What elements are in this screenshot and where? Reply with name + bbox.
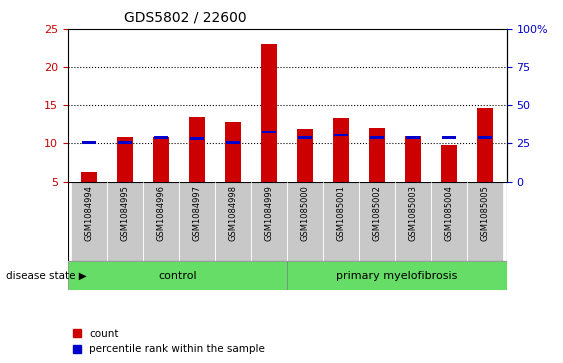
Text: GSM1084997: GSM1084997 xyxy=(193,185,202,241)
Bar xyxy=(441,145,457,182)
Bar xyxy=(359,182,395,261)
Bar xyxy=(251,182,287,261)
Bar xyxy=(143,182,179,261)
Bar xyxy=(478,136,492,139)
Bar xyxy=(333,118,349,182)
Bar xyxy=(406,136,421,139)
Bar xyxy=(405,136,421,182)
Text: GSM1084994: GSM1084994 xyxy=(84,185,93,241)
Bar xyxy=(118,141,132,144)
Bar xyxy=(71,182,107,261)
Bar xyxy=(477,107,493,182)
Text: GSM1085005: GSM1085005 xyxy=(481,185,490,241)
Bar xyxy=(395,182,431,261)
Bar xyxy=(323,182,359,261)
Bar xyxy=(261,44,277,182)
Bar xyxy=(154,136,168,139)
Text: GSM1084996: GSM1084996 xyxy=(157,185,166,241)
Text: GSM1085002: GSM1085002 xyxy=(373,185,382,241)
Bar xyxy=(81,172,97,182)
Bar xyxy=(297,129,313,182)
Bar xyxy=(82,141,96,144)
Bar xyxy=(369,128,385,182)
Bar xyxy=(287,182,323,261)
Bar xyxy=(287,261,507,290)
Text: GSM1084999: GSM1084999 xyxy=(265,185,274,241)
Bar xyxy=(298,136,312,139)
Bar xyxy=(370,136,385,139)
Text: GSM1085001: GSM1085001 xyxy=(337,185,346,241)
Bar xyxy=(262,131,276,133)
Text: disease state ▶: disease state ▶ xyxy=(6,271,86,281)
Bar xyxy=(442,136,456,139)
Bar xyxy=(117,137,133,182)
Legend: count, percentile rank within the sample: count, percentile rank within the sample xyxy=(73,329,265,354)
Bar xyxy=(190,138,204,140)
Text: GDS5802 / 22600: GDS5802 / 22600 xyxy=(124,11,247,25)
Text: control: control xyxy=(158,271,196,281)
Text: GSM1084998: GSM1084998 xyxy=(229,185,238,241)
Bar xyxy=(225,122,241,182)
Bar xyxy=(189,117,205,182)
Bar xyxy=(431,182,467,261)
Bar xyxy=(467,182,503,261)
Bar xyxy=(226,141,240,144)
Text: primary myelofibrosis: primary myelofibrosis xyxy=(336,271,458,281)
Bar xyxy=(68,261,287,290)
Bar xyxy=(107,182,143,261)
Bar xyxy=(153,137,169,182)
Bar xyxy=(179,182,215,261)
Text: GSM1085000: GSM1085000 xyxy=(301,185,310,241)
Text: GSM1084995: GSM1084995 xyxy=(120,185,129,241)
Text: GSM1085004: GSM1085004 xyxy=(445,185,454,241)
Bar xyxy=(334,134,348,136)
Text: GSM1085003: GSM1085003 xyxy=(409,185,418,241)
Bar xyxy=(215,182,251,261)
